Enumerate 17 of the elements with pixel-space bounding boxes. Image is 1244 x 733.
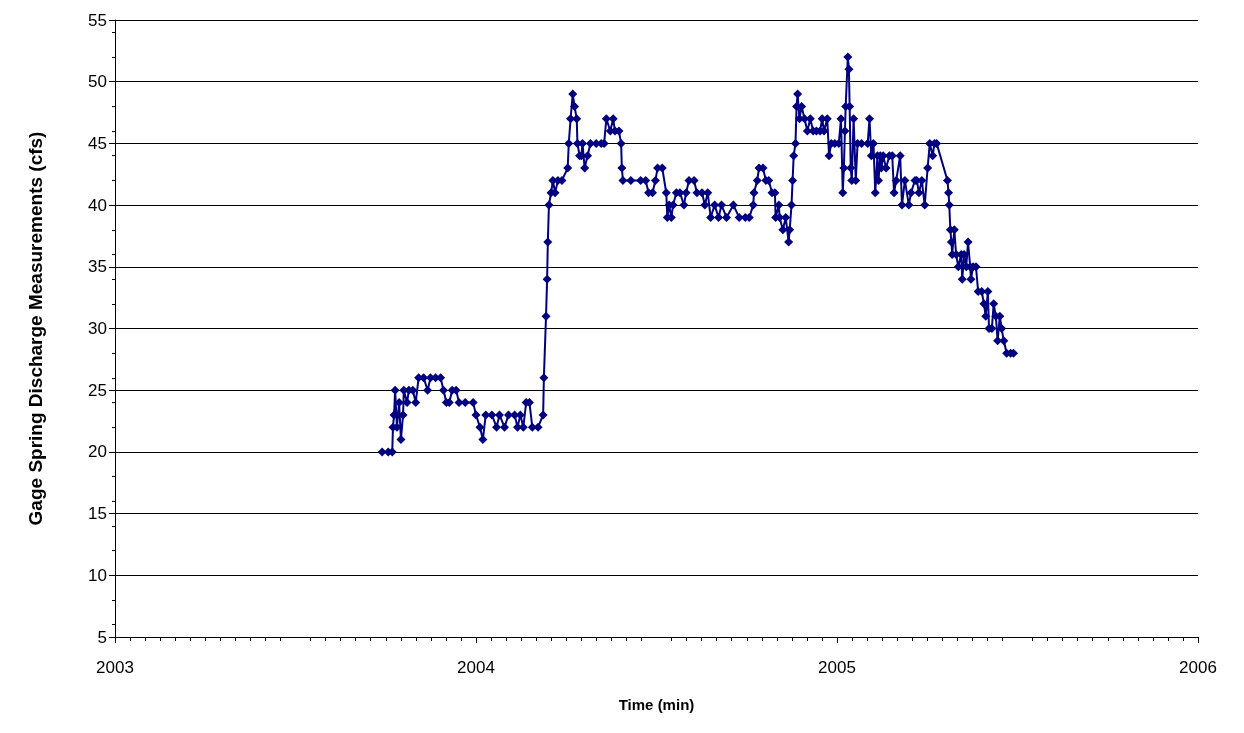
x-tick-label: 2004 bbox=[457, 658, 495, 677]
y-tick-label: 25 bbox=[88, 380, 107, 400]
y-tick-label: 30 bbox=[88, 319, 107, 338]
y-tick-label: 5 bbox=[97, 627, 107, 647]
x-tick-label: 2003 bbox=[96, 658, 134, 677]
y-tick-label: 50 bbox=[88, 72, 107, 92]
y-tick-label: 40 bbox=[88, 195, 107, 215]
y-tick-label: 10 bbox=[88, 565, 107, 585]
x-tick-label: 2005 bbox=[818, 658, 856, 677]
x-tick-label: 2006 bbox=[1179, 658, 1217, 677]
y-tick-label: 35 bbox=[88, 257, 107, 277]
y-tick-label: 45 bbox=[88, 133, 107, 153]
y-tick-label: 20 bbox=[88, 442, 107, 462]
y-axis-title: Gage Spring Discharge Measurements (cfs) bbox=[25, 131, 46, 526]
x-axis-title: Time (min) bbox=[618, 696, 695, 713]
y-tick-label: 15 bbox=[88, 504, 107, 524]
y-tick-label: 55 bbox=[88, 10, 107, 30]
